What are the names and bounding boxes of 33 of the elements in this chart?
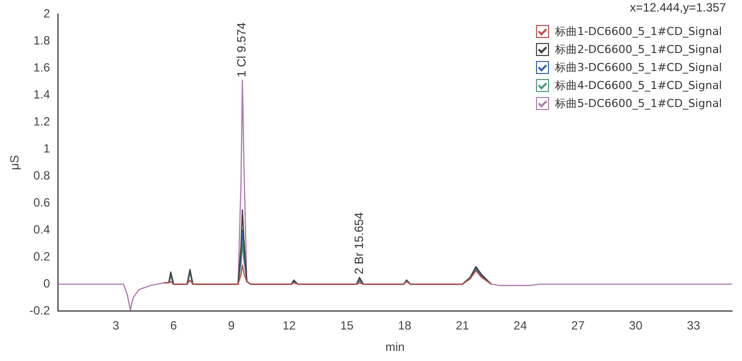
y-tick-label: 1.4 <box>33 87 50 102</box>
legend-label: 标曲3-DC6600_5_1#CD_Signal <box>555 60 722 74</box>
y-tick-label: 0.6 <box>33 195 50 210</box>
x-tick-label: 24 <box>514 318 528 333</box>
y-tick-label: 1.8 <box>33 33 50 48</box>
annotation: 1 Cl 9.574 <box>234 22 249 78</box>
x-tick-label: 12 <box>282 318 296 333</box>
annotation: 2 Br 15.654 <box>352 212 366 274</box>
legend-label: 标曲5-DC6600_5_1#CD_Signal <box>555 96 722 110</box>
x-tick-label: 30 <box>629 318 643 333</box>
x-tick-label: 18 <box>398 318 412 333</box>
legend-label: 标曲2-DC6600_5_1#CD_Signal <box>555 42 722 56</box>
annotation: x=12.444,y=1.357 <box>630 0 726 14</box>
legend-label: 标曲4-DC6600_5_1#CD_Signal <box>555 78 722 92</box>
legend-label: 标曲1-DC6600_5_1#CD_Signal <box>555 24 722 38</box>
y-tick-label: 1.2 <box>33 114 50 128</box>
x-tick-label: 15 <box>340 318 354 333</box>
x-tick-label: 33 <box>686 318 700 333</box>
y-tick-label: 0.8 <box>33 168 50 182</box>
y-tick-label: 0 <box>43 276 50 290</box>
x-tick-label: 27 <box>571 318 585 333</box>
x-tick-label: 3 <box>112 318 120 333</box>
y-tick-label: -0.2 <box>29 304 50 318</box>
x-tick-label: 21 <box>456 318 470 333</box>
y-tick-label: 2 <box>43 6 50 20</box>
x-tick-label: 9 <box>228 318 236 333</box>
x-axis-title: min <box>385 340 405 354</box>
y-tick-label: 0.4 <box>33 222 50 236</box>
y-tick-label: 1 <box>43 141 50 156</box>
y-tick-label: 1.6 <box>33 60 50 74</box>
y-tick-label: 0.2 <box>33 249 50 264</box>
x-tick-label: 6 <box>170 318 178 333</box>
y-axis-title: μS <box>8 155 22 170</box>
